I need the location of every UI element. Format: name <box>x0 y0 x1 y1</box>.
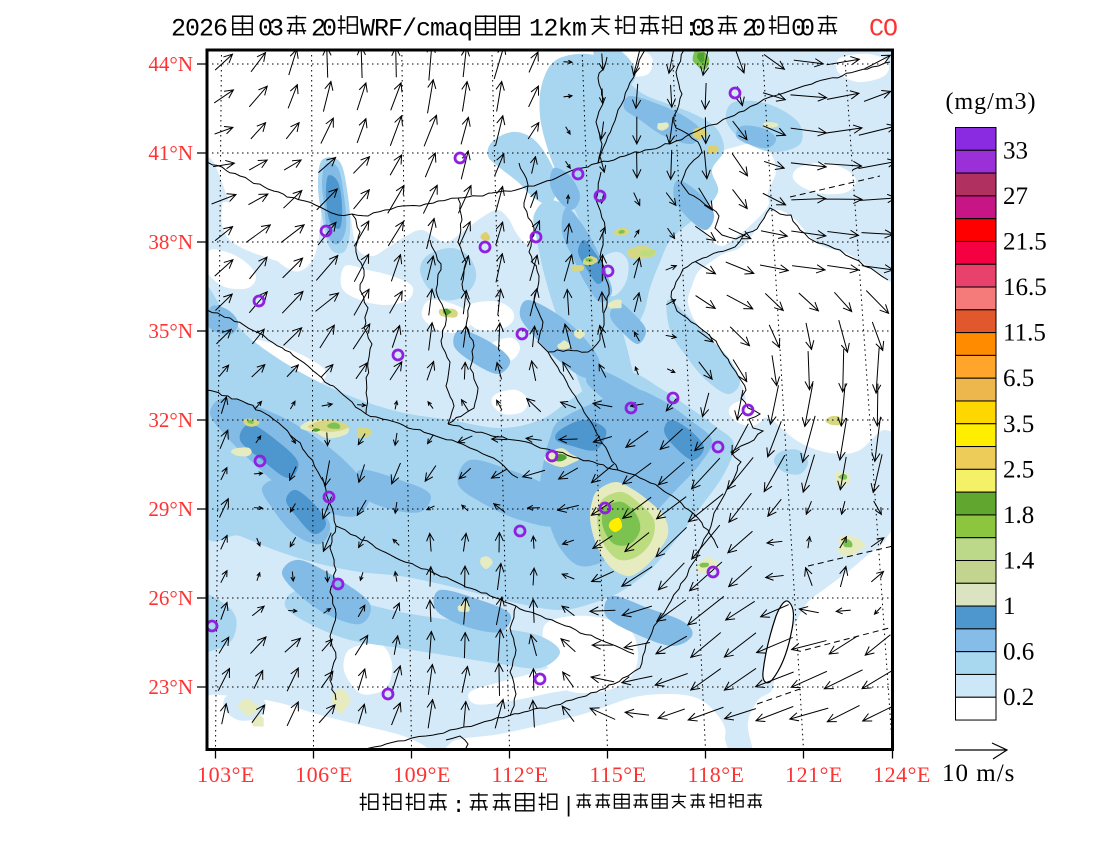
svg-text:27: 27 <box>1003 183 1028 210</box>
svg-text:12km: 12km <box>529 15 587 44</box>
svg-text:124°E: 124°E <box>873 762 931 787</box>
svg-text:29°N: 29°N <box>148 497 193 521</box>
svg-text:1.4: 1.4 <box>1003 548 1035 575</box>
svg-text:10 m/s: 10 m/s <box>942 760 1015 787</box>
svg-text:32°N: 32°N <box>148 408 193 432</box>
svg-text:2026: 2026 <box>171 15 228 44</box>
svg-text:21.5: 21.5 <box>1003 228 1047 255</box>
svg-text:115°E: 115°E <box>590 762 647 787</box>
svg-text:0.6: 0.6 <box>1003 639 1034 666</box>
svg-text:03: 03 <box>691 15 715 44</box>
svg-text:11.5: 11.5 <box>1003 320 1046 347</box>
svg-text:03: 03 <box>258 15 284 44</box>
svg-text:109°E: 109°E <box>393 762 451 787</box>
svg-text:6.5: 6.5 <box>1003 365 1034 392</box>
svg-text:1: 1 <box>1003 593 1016 620</box>
svg-text:3.5: 3.5 <box>1003 411 1034 438</box>
svg-text:38°N: 38°N <box>148 230 193 254</box>
svg-text:|: | <box>562 794 575 819</box>
svg-text:121°E: 121°E <box>785 762 843 787</box>
svg-text:20: 20 <box>311 15 337 44</box>
svg-text:112°E: 112°E <box>492 762 549 787</box>
svg-text::: : <box>684 15 699 44</box>
svg-text:33: 33 <box>1003 137 1028 164</box>
svg-text:20: 20 <box>742 15 766 44</box>
svg-text:1.8: 1.8 <box>1003 502 1034 529</box>
svg-text:0.2: 0.2 <box>1003 684 1034 711</box>
svg-text::: : <box>452 794 465 819</box>
svg-text:00: 00 <box>791 15 815 44</box>
svg-text:WRF/cmaq: WRF/cmaq <box>360 15 473 44</box>
svg-text:2.5: 2.5 <box>1003 456 1034 483</box>
svg-text:106°E: 106°E <box>295 762 353 787</box>
svg-text:118°E: 118°E <box>688 762 745 787</box>
svg-text:103°E: 103°E <box>197 762 255 787</box>
svg-text:(mg/m3): (mg/m3) <box>946 89 1037 115</box>
svg-text:35°N: 35°N <box>148 319 193 343</box>
svg-text:41°N: 41°N <box>148 141 193 165</box>
svg-text:CO: CO <box>869 15 898 44</box>
svg-text:23°N: 23°N <box>148 675 193 699</box>
svg-text:26°N: 26°N <box>148 586 193 610</box>
svg-text:44°N: 44°N <box>148 52 193 76</box>
svg-text:16.5: 16.5 <box>1003 274 1047 301</box>
